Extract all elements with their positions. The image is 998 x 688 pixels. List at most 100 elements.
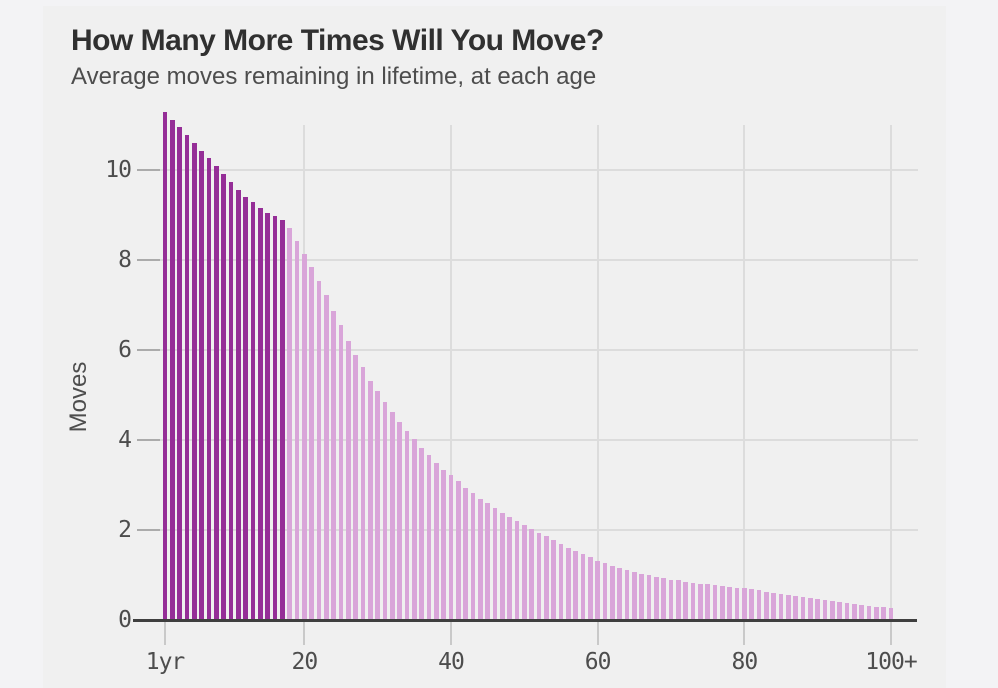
bar-age-84 xyxy=(771,592,776,620)
x-tick xyxy=(596,621,599,645)
bar-age-54 xyxy=(551,540,556,620)
bar-age-74 xyxy=(698,583,703,620)
bar-age-17 xyxy=(280,219,285,620)
bar-age-1 xyxy=(162,111,168,620)
x-tick xyxy=(449,621,452,645)
bar-age-51 xyxy=(529,528,534,620)
bar-age-57 xyxy=(573,551,578,620)
bar-age-73 xyxy=(690,582,696,620)
bar-age-93 xyxy=(837,602,842,620)
bar-age-34 xyxy=(404,431,410,620)
bar-age-29 xyxy=(368,380,373,620)
bar-age-37 xyxy=(426,455,432,620)
bar-age-94 xyxy=(844,602,850,620)
bar-age-16 xyxy=(272,216,278,620)
bar-age-97 xyxy=(866,605,872,620)
bar-age-83 xyxy=(764,591,769,620)
bar-age-66 xyxy=(639,573,644,620)
bar-age-89 xyxy=(808,598,813,620)
h-gridline xyxy=(160,259,918,261)
x-tick-label: 60 xyxy=(584,649,612,675)
bar-age-59 xyxy=(588,557,593,620)
x-tick xyxy=(164,621,166,645)
plot-area: 0 2 4 6 8 10 1yr 20 40 60 80 100+ xyxy=(43,6,946,688)
bar-age-15 xyxy=(265,212,270,620)
bar-age-36 xyxy=(419,447,424,620)
x-axis-line xyxy=(133,618,917,622)
y-tick xyxy=(137,349,160,351)
bar-age-24 xyxy=(331,310,336,620)
bar-age-8 xyxy=(214,166,219,620)
bar-age-49 xyxy=(514,521,520,620)
bar-age-82 xyxy=(756,590,762,620)
bar-age-72 xyxy=(683,581,688,620)
chart-subtitle: Average moves remaining in lifetime, at … xyxy=(71,63,597,90)
bar-age-7 xyxy=(206,158,212,620)
bar-age-10 xyxy=(228,181,234,620)
bar-age-25 xyxy=(338,325,344,620)
bar-age-46 xyxy=(492,508,498,620)
y-tick-label: 6 xyxy=(118,337,132,363)
bar-age-90 xyxy=(815,599,820,620)
bar-age-80 xyxy=(742,588,747,620)
bar-age-87 xyxy=(793,596,798,620)
bar-age-40 xyxy=(448,475,454,620)
v-gridline xyxy=(743,125,746,620)
bar-age-71 xyxy=(676,580,681,620)
bar-age-53 xyxy=(544,536,549,620)
y-tick-label: 10 xyxy=(105,157,132,183)
bar-age-64 xyxy=(624,570,630,620)
bar-age-52 xyxy=(536,532,542,620)
y-tick xyxy=(137,529,160,531)
bar-age-65 xyxy=(632,571,637,620)
bar-age-35 xyxy=(412,438,417,620)
x-tick-label: 1yr xyxy=(145,649,186,675)
bar-age-19 xyxy=(294,241,300,620)
bar-age-95 xyxy=(852,603,857,620)
y-tick-label: 2 xyxy=(118,517,132,543)
bar-age-98 xyxy=(874,606,879,620)
bar-age-41 xyxy=(456,481,461,620)
bar-age-44 xyxy=(478,498,483,620)
y-tick xyxy=(137,259,160,261)
bar-age-28 xyxy=(360,367,366,620)
bar-age-81 xyxy=(749,589,754,620)
bar-age-78 xyxy=(727,586,732,620)
bar-age-60 xyxy=(595,560,600,620)
y-tick xyxy=(137,169,160,171)
h-gridline xyxy=(160,349,918,351)
bar-age-39 xyxy=(441,469,446,620)
h-gridline xyxy=(160,169,918,171)
bar-age-26 xyxy=(346,341,351,620)
bar-age-70 xyxy=(668,579,674,620)
bar-age-30 xyxy=(375,391,380,620)
bar-age-13 xyxy=(250,202,256,620)
v-gridline xyxy=(449,125,452,620)
v-gridline xyxy=(889,125,892,620)
bar-age-3 xyxy=(177,127,182,620)
x-tick xyxy=(743,621,746,645)
bar-age-77 xyxy=(720,586,725,620)
bar-age-18 xyxy=(287,227,292,620)
bar-age-38 xyxy=(434,462,439,620)
bar-age-42 xyxy=(463,487,468,620)
bar-age-20 xyxy=(302,254,307,620)
chart-title: How Many More Times Will You Move? xyxy=(71,24,604,57)
bar-age-48 xyxy=(507,516,512,620)
x-tick xyxy=(889,621,892,645)
bar-age-33 xyxy=(397,421,402,620)
x-tick-label: 40 xyxy=(438,649,465,675)
bar-age-67 xyxy=(646,575,652,620)
bar-age-100 xyxy=(888,607,894,620)
bar-age-79 xyxy=(734,587,740,620)
bar-age-5 xyxy=(192,143,197,620)
bar-age-76 xyxy=(712,585,718,620)
bar-age-22 xyxy=(316,281,322,620)
bar-age-92 xyxy=(830,601,835,620)
bar-age-23 xyxy=(324,295,329,620)
bar-age-32 xyxy=(390,412,395,620)
h-gridline xyxy=(160,529,918,531)
chart-card: How Many More Times Will You Move? Avera… xyxy=(43,6,946,688)
bar-age-4 xyxy=(184,134,190,620)
